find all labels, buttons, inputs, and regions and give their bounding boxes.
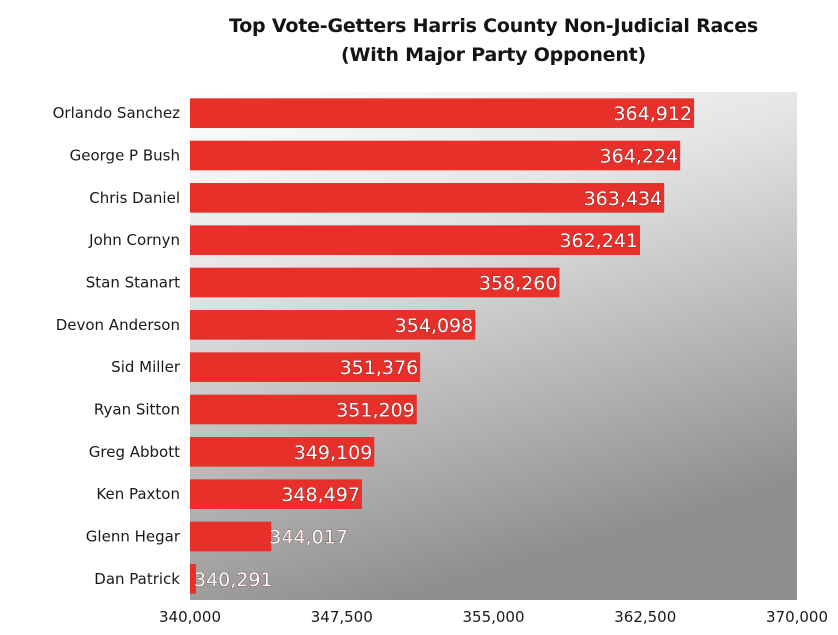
bar — [190, 225, 641, 255]
chart-subtitle-line: (With Major Party Opponent) — [340, 44, 647, 66]
x-tick-label: 340,000 — [159, 608, 221, 626]
category-label: Ken Paxton — [96, 485, 180, 503]
x-tick-label: 370,000 — [766, 608, 828, 626]
category-label: John Cornyn — [88, 231, 180, 249]
value-label: 340,291 — [194, 569, 273, 591]
bar — [190, 98, 695, 128]
value-label: 364,912 — [613, 103, 692, 125]
bar — [190, 183, 665, 213]
category-label: George P Bush — [70, 147, 180, 165]
category-label: Sid Miller — [111, 358, 181, 376]
value-label: 362,241 — [559, 230, 638, 252]
bar — [190, 310, 476, 340]
chart-title-line: Top Vote-Getters Harris County Non-Judic… — [228, 15, 759, 37]
value-label: 349,109 — [294, 442, 373, 464]
value-label: 351,376 — [340, 357, 419, 379]
category-label: Orlando Sanchez — [53, 104, 181, 122]
bar — [190, 267, 560, 298]
value-label: 363,434 — [584, 188, 663, 210]
bar — [190, 564, 196, 594]
category-label: Greg Abbott — [89, 443, 180, 461]
category-label: Glenn Hegar — [86, 528, 181, 546]
plot-background — [190, 92, 797, 600]
category-label: Dan Patrick — [94, 570, 180, 588]
bar — [190, 479, 362, 509]
bar — [190, 140, 681, 171]
value-label: 348,497 — [281, 484, 360, 506]
chart-title: Top Vote-Getters Harris County Non-Judic… — [190, 12, 797, 70]
bar — [190, 352, 421, 382]
value-label: 364,224 — [600, 146, 679, 168]
value-label: 354,098 — [395, 315, 474, 337]
x-tick-label: 347,500 — [311, 608, 373, 626]
value-label: 344,017 — [269, 527, 348, 549]
bar — [190, 521, 272, 552]
category-label: Stan Stanart — [86, 274, 180, 292]
value-label: 358,260 — [479, 273, 558, 295]
value-label: 351,209 — [336, 400, 415, 422]
category-label: Ryan Sitton — [94, 401, 180, 419]
bar — [190, 394, 417, 425]
x-tick-label: 362,500 — [614, 608, 676, 626]
category-label: Chris Daniel — [89, 189, 180, 207]
category-label: Devon Anderson — [56, 316, 180, 334]
bar — [190, 437, 375, 467]
x-tick-label: 355,000 — [462, 608, 524, 626]
